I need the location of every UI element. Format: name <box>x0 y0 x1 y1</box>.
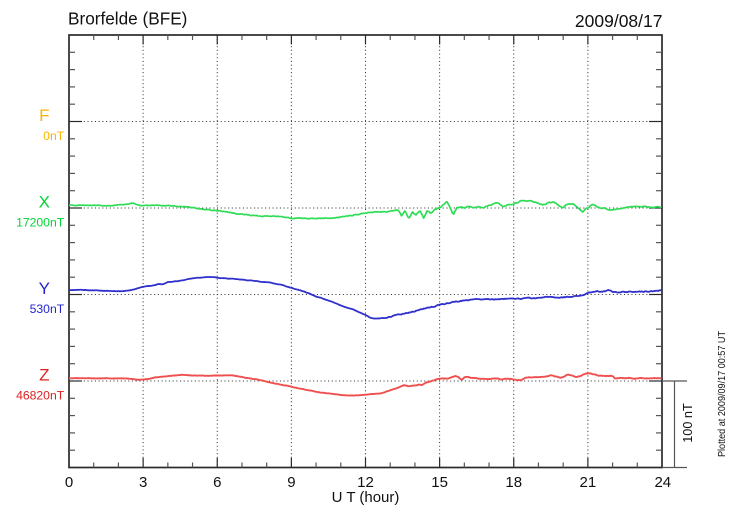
svg-text:0nT: 0nT <box>43 129 65 143</box>
svg-text:100 nT: 100 nT <box>680 403 695 443</box>
svg-text:24: 24 <box>654 474 671 491</box>
svg-text:F: F <box>39 106 49 125</box>
svg-text:6: 6 <box>213 474 221 491</box>
svg-text:15: 15 <box>431 474 448 491</box>
svg-text:Brorfelde (BFE): Brorfelde (BFE) <box>68 9 187 29</box>
svg-text:530nT: 530nT <box>30 302 65 316</box>
svg-text:0: 0 <box>65 474 73 491</box>
svg-text:9: 9 <box>287 474 295 491</box>
svg-text:18: 18 <box>505 474 522 491</box>
svg-text:Plotted at 2009/09/17 00:57 UT: Plotted at 2009/09/17 00:57 UT <box>716 331 728 457</box>
svg-text:U T (hour): U T (hour) <box>332 489 400 506</box>
svg-text:X: X <box>39 192 50 211</box>
svg-text:17200nT: 17200nT <box>16 216 65 230</box>
svg-text:12: 12 <box>357 474 374 491</box>
svg-text:46820nT: 46820nT <box>16 389 65 403</box>
svg-text:Y: Y <box>39 279 50 298</box>
svg-text:21: 21 <box>580 474 597 491</box>
svg-text:3: 3 <box>139 474 147 491</box>
svg-text:Z: Z <box>39 365 49 384</box>
svg-text:2009/08/17: 2009/08/17 <box>575 11 663 31</box>
